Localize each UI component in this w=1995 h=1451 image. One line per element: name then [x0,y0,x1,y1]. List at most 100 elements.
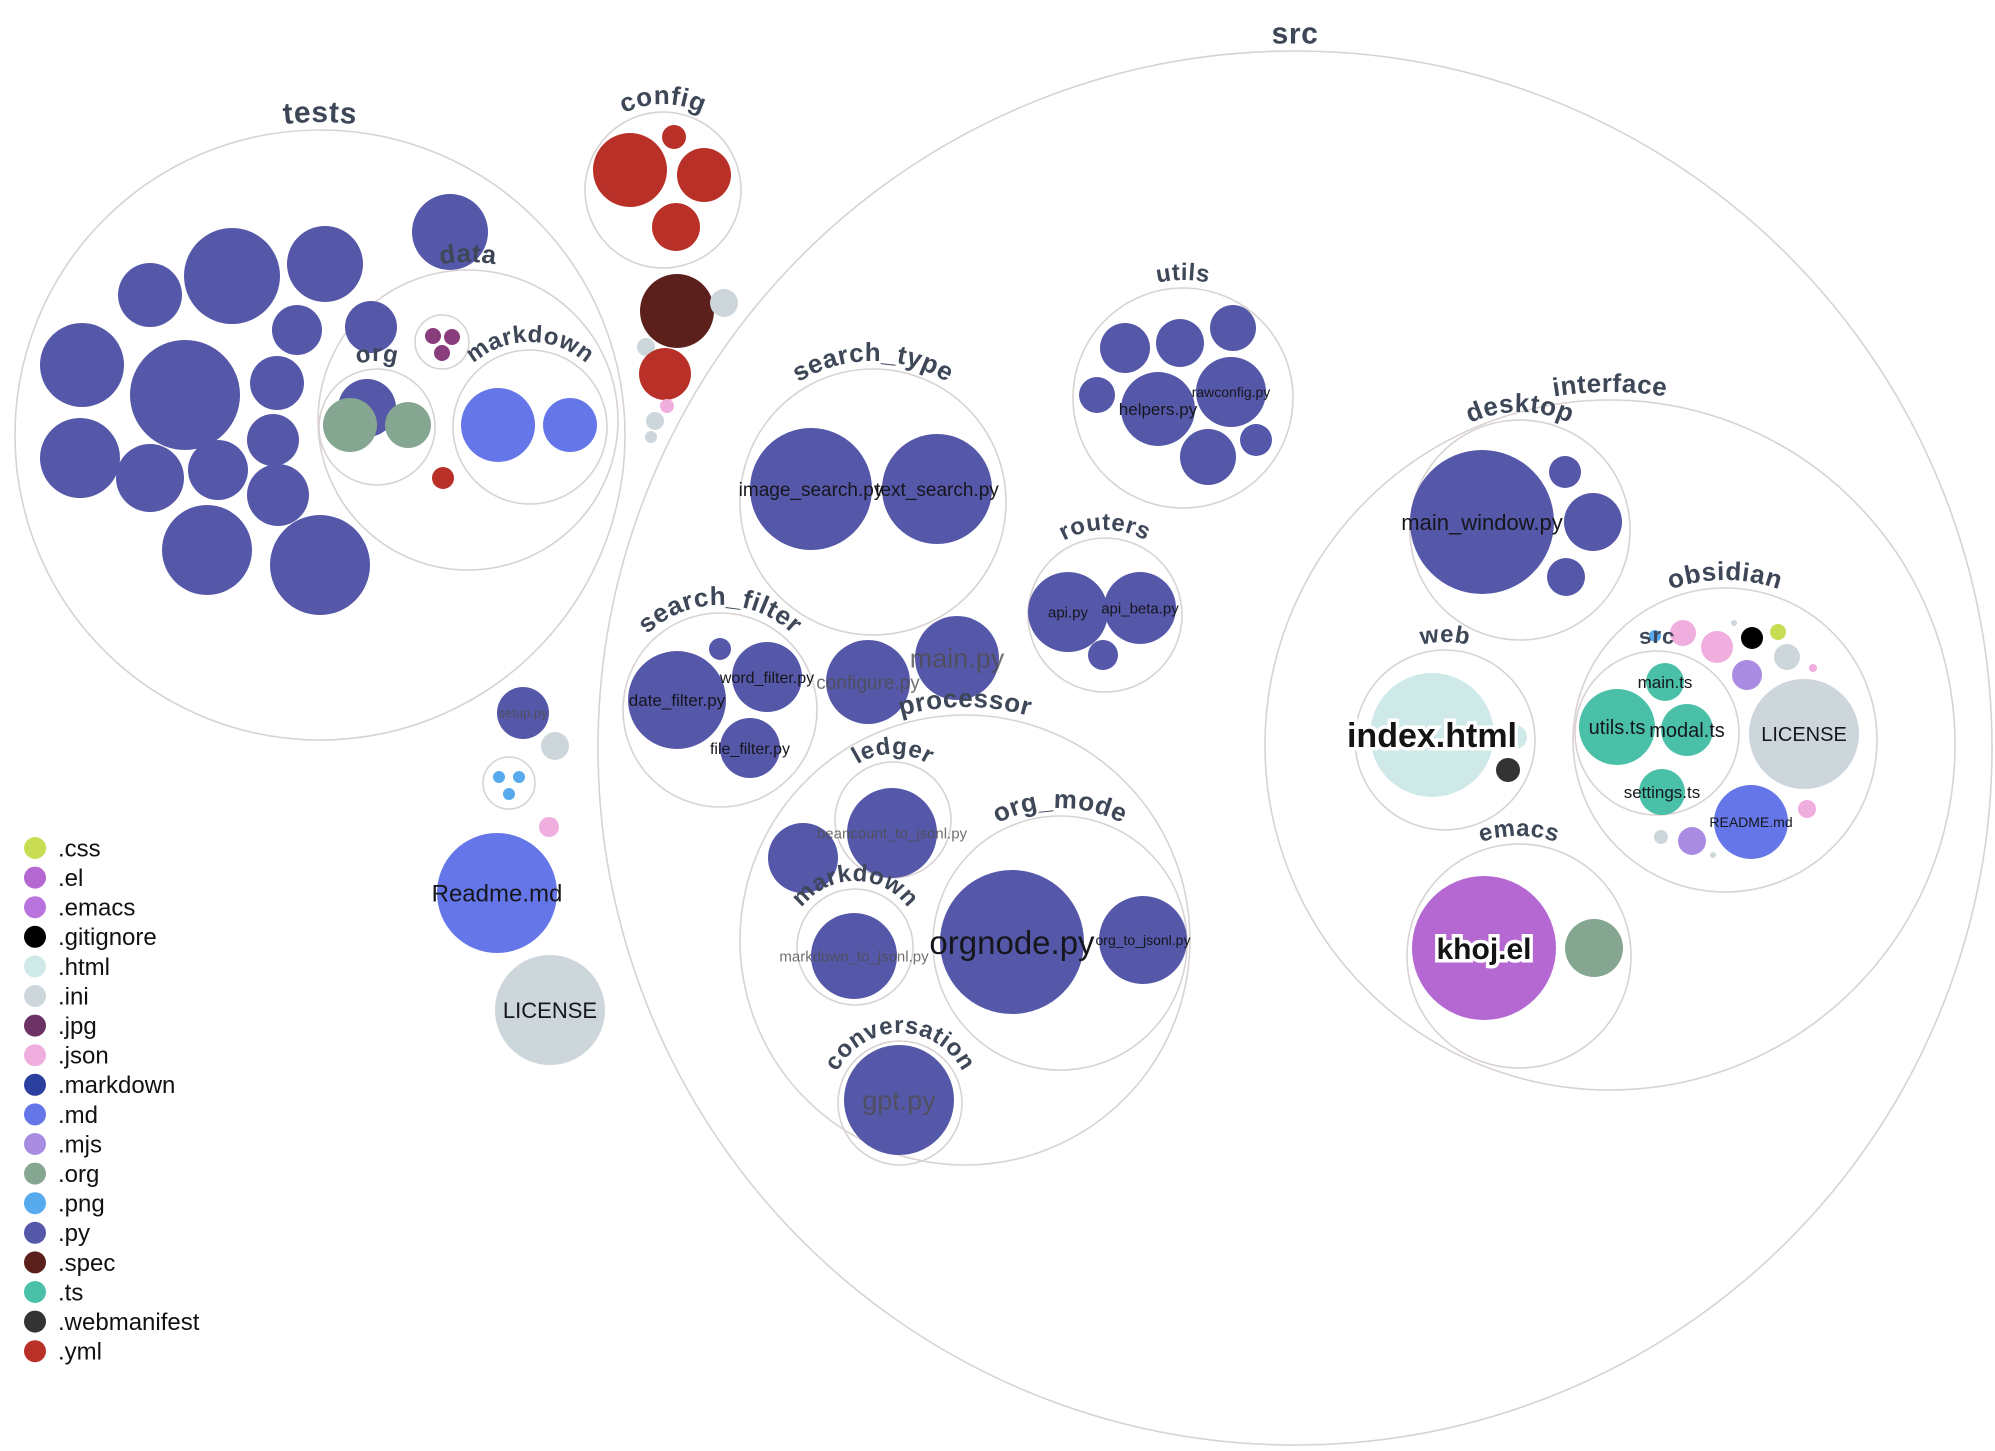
file-label-modal.ts: modal.ts [1649,720,1725,742]
folder-circle-emacs [1406,843,1632,1069]
folder-circle-org_mode [932,815,1188,1071]
file-circle-py-file [1210,305,1256,351]
folder-circle-routers [1027,537,1183,693]
file-label-Readme.md: Readme.md [432,881,563,908]
file-circle-json-file [1798,800,1816,818]
file-label-LICENSE: LICENSE [503,998,597,1023]
folder-label-search_type: search_type [787,337,960,387]
file-circle-py-file [130,340,240,450]
file-label-main.ts: main.ts [1638,673,1693,692]
file-label-main.py: main.py [910,644,1005,674]
file-label-setup.py: setup.py [498,706,548,721]
legend-dot-ini [24,985,46,1007]
folder-label-emacs: emacs [1475,815,1562,848]
legend-dot-gitignore [24,925,46,948]
file-circle-spec-file [640,274,714,348]
legend-item-yml: .yml [24,1339,102,1366]
file-circle-ini-file [646,412,664,430]
folder-circle-src [597,50,1993,1446]
legend-item-gitignore: .gitignore [24,924,157,951]
file-circle-image_search.py [750,428,872,550]
legend-dot-png [24,1192,46,1215]
file-label-image_search.py: image_search.py [739,480,884,501]
legend-dot-webmanifest [24,1310,46,1333]
file-circle-py-file [1549,456,1581,488]
folder-circle-markdown [796,888,914,1006]
folder-label-markdown: markdown [461,321,600,369]
file-circle-py-file [188,440,248,500]
file-circle-ini-file [1774,644,1800,670]
folder-label-org: org [353,340,401,370]
file-circle-jpg-file [425,328,441,344]
file-circle-py-file [250,356,304,410]
file-circle-org_to_jsonl.py [1099,896,1187,984]
file-circle-mjs-file [1678,827,1706,855]
legend-item-jpg: .jpg [24,1013,97,1040]
legend-dot-html [24,955,46,978]
file-circle-py-file [412,194,488,270]
folder-circle-ledger [834,761,952,879]
folder-label-config: config [615,80,711,119]
file-circle-png-file [513,771,525,783]
legend-item-ts: .ts [24,1279,83,1306]
folder-circle-org [318,368,436,486]
legend-label-html: .html [58,954,110,981]
file-label-helpers.py: helpers.py [1119,400,1198,419]
file-circle-py-file [1547,558,1585,596]
file-circle-yml-file [639,348,691,400]
legend-label-md: .md [58,1102,98,1129]
file-circles-layer [40,125,1859,1155]
file-circle-py-file [287,226,363,302]
file-circle-main_window.py [1410,450,1554,594]
file-circle-khoj.el [1412,876,1556,1020]
file-circle-py-file [1156,319,1204,367]
file-circle-ini-file [1731,620,1737,626]
file-label-utils.ts: utils.ts [1589,717,1646,739]
legend-label-ini: .ini [58,983,89,1010]
file-label-date_filter.py: date_filter.py [629,691,726,710]
legend-label-spec: .spec [58,1250,115,1277]
file-circle-orgnode.py [940,870,1084,1014]
folder-circle-interface [1264,399,1956,1091]
folder-label-routers: routers [1055,509,1156,546]
file-circle-py-file [116,444,184,512]
folder-circle-obsidian [1572,587,1878,893]
file-circle-markdown_to_jsonl.py [811,913,897,999]
file-circle-org-file [323,398,377,452]
file-label-rawconfig.py: rawconfig.py [1192,384,1271,400]
legend-label-markdown: .markdown [58,1072,175,1099]
file-circle-py-file [345,301,397,353]
file-label-README.md: README.md [1709,814,1792,830]
file-circle-gitignore-file [1741,627,1763,649]
file-circle-setup.py [497,687,549,739]
file-circle-index.html [1370,673,1494,797]
file-circle-py-file [1088,640,1118,670]
file-circle-py-file [247,464,309,526]
file-circle-ini-file [1710,852,1716,858]
legend-dot-jpg [24,1014,46,1037]
legend-item-json: .json [24,1043,109,1070]
folder-label-src: src [1271,17,1318,50]
file-circle-py-file [40,323,124,407]
file-circle-py-file [709,638,731,660]
file-label-gpt.py: gpt.py [862,1086,936,1116]
file-label-main_window.py: main_window.py [1401,510,1562,535]
file-circle-md-file [461,388,535,462]
file-circle-yml-file [652,203,700,251]
file-circle-api.py [1028,572,1108,652]
file-label-beancount_to_jsonl.py: beancount_to_jsonl.py [817,825,968,842]
file-circle-py-file [184,228,280,324]
file-circle-py-file [1100,323,1150,373]
legend-dot-el [24,866,46,889]
file-circle-css-file [1770,624,1786,640]
file-circle-webmanifest-file [1496,758,1520,782]
file-circle-py-file [272,305,322,355]
file-circle-org-file [1565,919,1623,977]
file-circle-gpt.py [844,1045,954,1155]
legend-item-css: .css [24,835,101,862]
file-circle-py-file [1564,493,1622,551]
legend-label-webmanifest: .webmanifest [58,1309,200,1336]
file-circle-settings.ts [1639,769,1685,815]
file-label-file_filter.py: file_filter.py [710,741,790,758]
